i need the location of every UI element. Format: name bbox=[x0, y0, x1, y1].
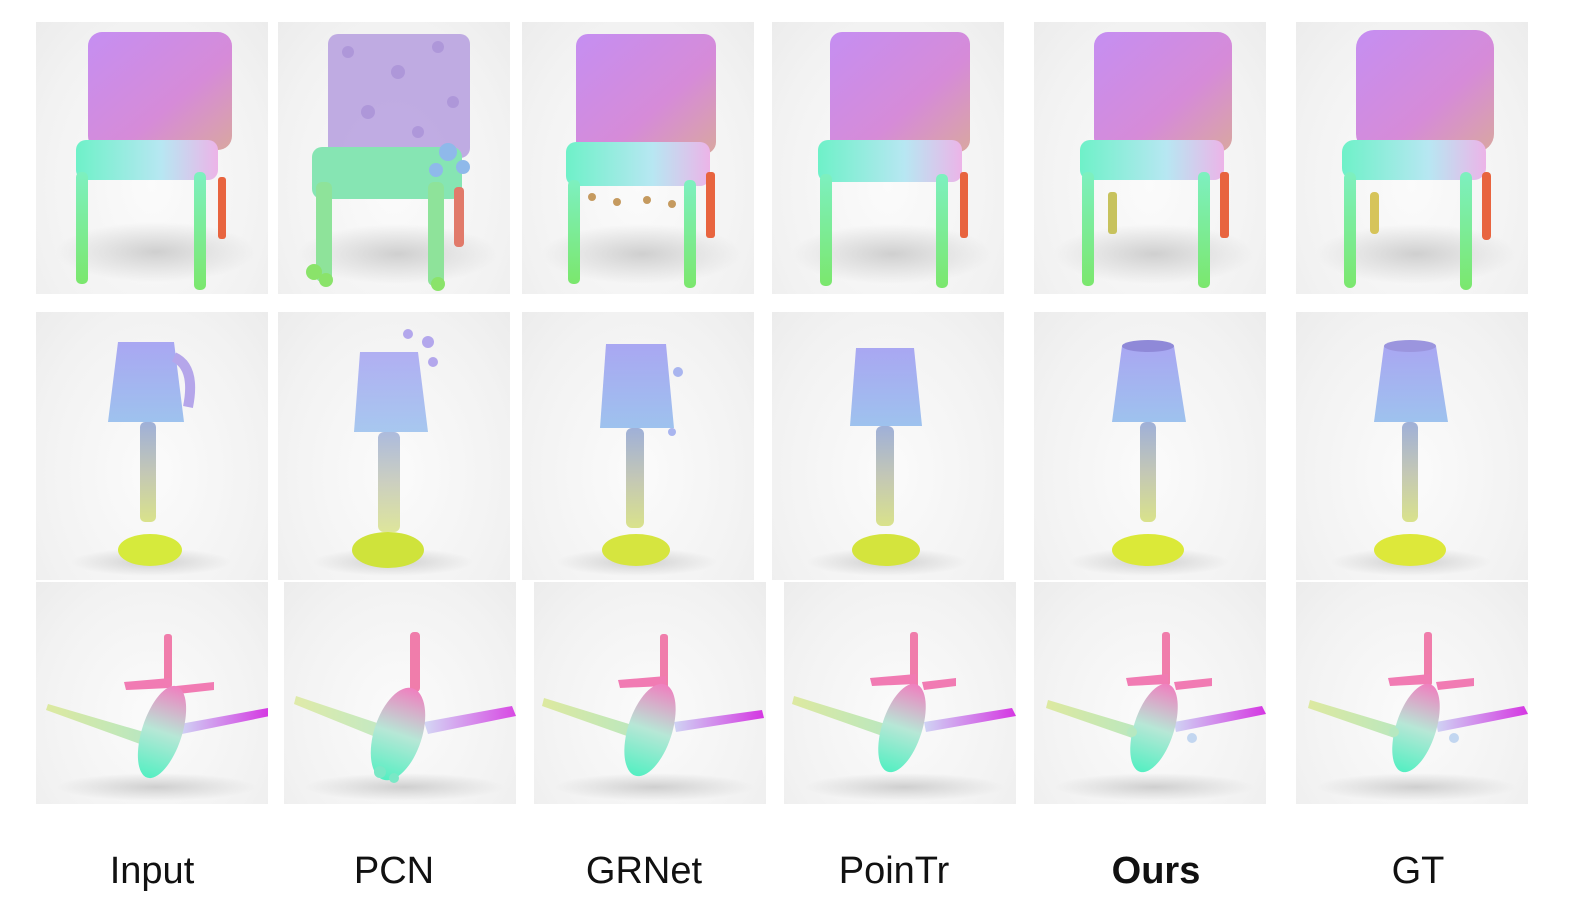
airplane-gt-figure bbox=[1308, 632, 1528, 801]
render-chair-input bbox=[36, 22, 268, 294]
label-grnet: GRNet bbox=[585, 850, 703, 892]
lamp-pcn-figure bbox=[313, 329, 473, 576]
airplane-pcn-figure bbox=[294, 632, 516, 801]
airplane-grnet-figure bbox=[542, 634, 764, 801]
lamp-input-figure bbox=[71, 342, 231, 576]
airplane-pointr-figure bbox=[792, 632, 1016, 801]
chair-grnet-figure bbox=[542, 34, 742, 288]
chair-ours-figure bbox=[1054, 32, 1254, 288]
render-chair-gt bbox=[1296, 22, 1528, 294]
render-lamp-input bbox=[36, 312, 268, 580]
render-airplane-input bbox=[36, 582, 268, 804]
chair-input-figure bbox=[56, 32, 256, 290]
render-airplane-grnet bbox=[534, 582, 766, 804]
label-gt: GT bbox=[1391, 850, 1445, 892]
chair-pointr-figure bbox=[792, 32, 992, 288]
render-airplane-ours bbox=[1034, 582, 1266, 804]
render-lamp-gt bbox=[1296, 312, 1528, 580]
chair-gt-figure bbox=[1316, 30, 1516, 290]
render-chair-poíntr bbox=[772, 22, 1004, 294]
render-airplane-pcn bbox=[284, 582, 516, 804]
chair-pcn-figure bbox=[298, 34, 498, 291]
render-airplane-gt bbox=[1296, 582, 1528, 804]
lamp-pointr-figure bbox=[807, 348, 967, 576]
label-input: Input bbox=[109, 850, 195, 892]
render-lamp-ours bbox=[1034, 312, 1266, 580]
label-pointr: PoinTr bbox=[838, 850, 950, 892]
render-lamp-pointr bbox=[772, 312, 1004, 580]
airplane-ours-figure bbox=[1046, 632, 1266, 801]
lamp-gt-figure bbox=[1331, 340, 1491, 576]
lamp-grnet-figure bbox=[557, 344, 717, 576]
render-lamp-pcn bbox=[278, 312, 510, 580]
label-ours: Ours bbox=[1111, 850, 1201, 892]
render-lamp-grnet bbox=[522, 312, 754, 580]
render-airplane-pointr bbox=[784, 582, 1016, 804]
airplane-input-figure bbox=[46, 634, 268, 801]
render-chair-grnet bbox=[522, 22, 754, 294]
label-pcn: PCN bbox=[353, 850, 435, 892]
lamp-ours-figure bbox=[1069, 340, 1229, 576]
render-chair-ours bbox=[1034, 22, 1266, 294]
render-chair-pcn bbox=[278, 22, 510, 294]
